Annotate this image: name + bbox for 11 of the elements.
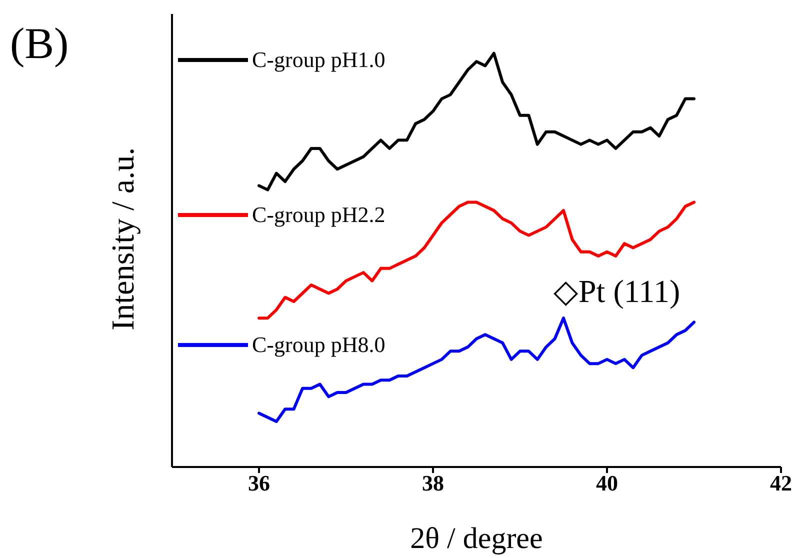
legend-label: C-group pH8.0	[252, 332, 386, 358]
x-tick-label: 42	[770, 470, 792, 496]
legend-label: C-group pH2.2	[252, 202, 386, 228]
x-tick-label: 40	[596, 470, 618, 496]
y-axis-title: Intensity / a.u.	[104, 147, 140, 330]
x-tick-label: 36	[248, 470, 270, 496]
text: (B)	[10, 18, 69, 69]
legend-label: C-group pH1.0	[252, 47, 386, 73]
x-axis-title: 2θ / degree	[410, 522, 543, 555]
annotation: ◇Pt (111)	[554, 273, 680, 310]
x-tick-label: 38	[422, 470, 444, 496]
